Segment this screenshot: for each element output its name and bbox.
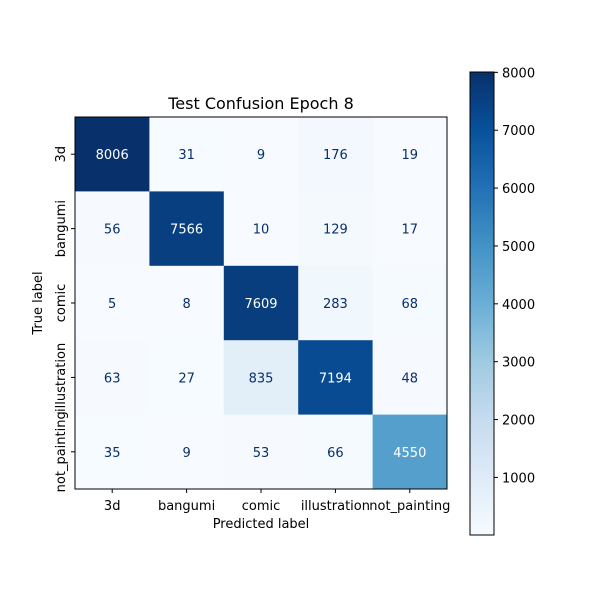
x-tick-label: not_painting	[369, 499, 450, 514]
heatmap-cell	[75, 191, 150, 267]
heatmap-cell	[298, 191, 374, 267]
heatmap-cell	[149, 414, 225, 490]
cell-value-label: 8006	[96, 148, 129, 163]
cell-value-label: 19	[402, 148, 419, 163]
y-tick-label: illustration	[54, 343, 69, 412]
cell-value-label: 63	[104, 371, 121, 386]
cell-value-label: 56	[104, 223, 121, 238]
heatmap-cell	[298, 340, 374, 416]
x-tick-label: illustration	[301, 499, 370, 514]
x-tick-label: comic	[242, 499, 281, 514]
x-axis-label: Predicted label	[213, 517, 310, 532]
cell-value-label: 35	[104, 446, 121, 461]
colorbar-tick-label: 1000	[502, 471, 535, 486]
y-tick-label: bangumi	[54, 200, 69, 257]
cell-value-label: 9	[257, 148, 265, 163]
heatmap-cell	[223, 340, 299, 416]
colorbar-ticks: 1000 2000 3000 4000 5000 6000 7000 8000	[494, 66, 535, 486]
cell-value-label: 48	[402, 371, 419, 386]
heatmap-cell	[223, 414, 299, 490]
cell-value-label: 27	[178, 371, 195, 386]
cell-value-label: 7194	[319, 371, 352, 386]
cell-value-label: 17	[402, 223, 419, 238]
heatmap-cell	[298, 265, 374, 341]
heatmap-cell	[223, 191, 299, 267]
heatmap-cell	[149, 191, 225, 267]
heatmap-cell	[372, 414, 448, 490]
heatmap-cell	[223, 117, 299, 192]
heatmap-cell	[75, 340, 150, 416]
colorbar-tick-label: 6000	[502, 182, 535, 197]
colorbar-tick-label: 4000	[502, 298, 535, 313]
cell-value-label: 9	[182, 446, 190, 461]
cell-value-label: 5	[108, 297, 116, 312]
heatmap-cell	[298, 117, 374, 192]
heatmap-cell	[372, 340, 448, 416]
y-tick-label: 3d	[54, 146, 69, 163]
cell-value-label: 283	[323, 297, 348, 312]
y-axis-label: True label	[31, 271, 46, 335]
heatmap-cell	[149, 117, 225, 192]
cell-value-label: 10	[253, 223, 270, 238]
cell-value-label: 68	[402, 297, 419, 312]
heatmap-cell	[149, 265, 225, 341]
cell-value-label: 835	[249, 371, 274, 386]
cell-value-label: 176	[323, 148, 348, 163]
colorbar-tick-label: 5000	[502, 240, 535, 255]
cell-value-label: 4550	[393, 446, 426, 461]
colorbar-tick-label: 3000	[502, 356, 535, 371]
cell-value-label: 129	[323, 223, 348, 238]
y-tick-label: not_painting	[54, 411, 69, 492]
heatmap-cell	[75, 414, 150, 490]
heatmap-cell	[149, 340, 225, 416]
colorbar-tick-label: 7000	[502, 124, 535, 139]
y-tick-label: comic	[54, 284, 69, 323]
heatmap-cells: 8006 31 9 176 19 56 7566 10 129 17 5 8 7609 283 68 63 27…	[75, 117, 448, 490]
heatmap-cell	[75, 265, 150, 341]
cell-value-label: 7609	[244, 297, 277, 312]
cell-value-label: 53	[253, 446, 270, 461]
cell-value-label: 66	[327, 446, 344, 461]
x-axis-ticks: 3d bangumi comic illustration not_painting	[104, 489, 450, 514]
heatmap-cell	[372, 117, 448, 192]
heatmap-cell	[298, 414, 374, 490]
colorbar	[469, 71, 495, 536]
x-tick-label: 3d	[104, 499, 121, 514]
heatmap-cell	[372, 265, 448, 341]
cell-value-label: 7566	[170, 223, 203, 238]
cell-value-label: 31	[178, 148, 195, 163]
heatmap-cell	[75, 117, 150, 192]
colorbar-tick-label: 2000	[502, 414, 535, 429]
chart-title: Test Confusion Epoch 8	[167, 94, 354, 113]
cell-value-label: 8	[182, 297, 190, 312]
x-tick-label: bangumi	[158, 499, 215, 514]
heatmap-cell	[372, 191, 448, 267]
colorbar-tick-label: 8000	[502, 66, 535, 81]
heatmap-cell	[223, 265, 299, 341]
